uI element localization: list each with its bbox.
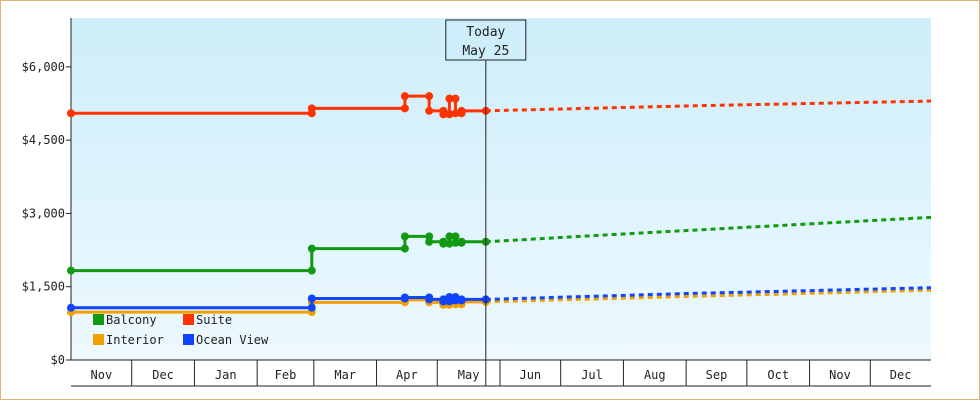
data-point — [67, 266, 75, 275]
today-marker: Today May 25 — [445, 19, 527, 386]
data-point — [439, 239, 448, 248]
data-point — [400, 293, 409, 302]
legend: Balcony Suite Interior Ocean View — [93, 313, 269, 347]
data-point — [400, 104, 409, 113]
y-axis: $0 $1,500 $3,000 $4,500 $6,000 — [22, 18, 72, 367]
today-date-label: May 25 — [462, 44, 509, 59]
data-point — [425, 106, 434, 115]
data-point — [439, 110, 448, 119]
legend-label: Suite — [196, 313, 232, 327]
x-tick-label: Nov — [91, 368, 113, 382]
data-point — [307, 244, 316, 253]
x-tick-label: Apr — [396, 368, 418, 382]
data-point — [445, 292, 454, 301]
legend-swatch — [183, 334, 194, 345]
data-point — [457, 106, 466, 115]
data-point — [307, 104, 316, 113]
series-ocean-view — [67, 286, 932, 312]
projection-line — [485, 215, 932, 244]
data-point — [425, 237, 434, 246]
data-point — [445, 94, 454, 103]
data-point — [451, 238, 460, 247]
data-point — [400, 244, 409, 253]
legend-swatch — [183, 314, 194, 325]
x-tick-label: Jul — [581, 368, 603, 382]
data-point — [445, 239, 454, 248]
x-tick-label: Dec — [890, 368, 912, 382]
y-tick-label: $3,000 — [22, 206, 65, 220]
data-point — [457, 237, 466, 246]
data-point — [451, 94, 460, 103]
data-point — [445, 232, 454, 241]
projection-line — [485, 99, 932, 113]
plot-area — [71, 18, 931, 360]
projection-line — [485, 288, 932, 304]
data-point — [307, 294, 316, 303]
x-tick-label: Aug — [644, 368, 666, 382]
data-point — [451, 109, 460, 118]
y-tick-label: $1,500 — [22, 280, 65, 294]
x-tick-label: Nov — [829, 368, 851, 382]
data-point — [67, 303, 75, 312]
data-point — [451, 232, 460, 241]
data-point — [457, 295, 466, 304]
x-tick-label: Dec — [152, 368, 174, 382]
y-tick-label: $4,500 — [22, 133, 65, 147]
y-tick-label: $0 — [51, 353, 65, 367]
x-tick-label: Mar — [334, 368, 356, 382]
x-tick-label: Sep — [706, 368, 728, 382]
legend-swatch — [93, 334, 104, 345]
x-tick-label: Feb — [275, 368, 297, 382]
data-point — [439, 297, 448, 306]
data-point — [451, 296, 460, 305]
legend-label: Balcony — [106, 313, 157, 327]
today-label: Today — [466, 25, 505, 40]
legend-swatch — [93, 314, 104, 325]
x-axis: Nov Dec Jan Feb Mar Apr May Jun Jul Aug Sep Oct Nov D… — [71, 359, 931, 387]
series-balcony — [67, 215, 932, 275]
x-tick-label: Oct — [767, 368, 789, 382]
data-point — [425, 295, 434, 304]
data-point — [425, 92, 434, 101]
legend-label: Ocean View — [196, 333, 269, 347]
data-point — [400, 92, 409, 101]
y-tick-label: $6,000 — [22, 60, 65, 74]
legend-label: Interior — [106, 333, 164, 347]
data-point — [67, 109, 75, 118]
today-label-box — [445, 19, 527, 61]
series-suite — [67, 92, 932, 119]
data-point — [400, 232, 409, 241]
series-lines — [67, 92, 932, 317]
data-point — [445, 110, 454, 119]
x-tick-label: Jun — [519, 368, 541, 382]
data-point — [307, 303, 316, 312]
projection-line — [485, 286, 932, 301]
data-point — [307, 266, 316, 275]
x-tick-label: Jan — [215, 368, 237, 382]
x-tick-label: May — [458, 368, 480, 382]
